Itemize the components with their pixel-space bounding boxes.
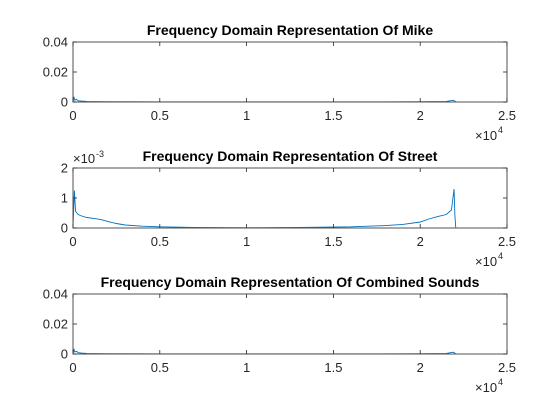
spectrum-line [73, 96, 457, 102]
x-tick-label: 0.5 [151, 234, 169, 249]
x-tick-label: 0 [69, 234, 76, 249]
x-exponent-power: 4 [498, 251, 503, 261]
y-tick-label: 0.02 [43, 65, 68, 80]
y-exponent-label: ×10 [73, 151, 95, 166]
subplot-1: Frequency Domain Representation Of Mike 0… [43, 22, 516, 143]
x-tick-label: 1.5 [324, 360, 342, 375]
spectrum-line [73, 188, 457, 228]
x-tick-label: 2.5 [498, 360, 516, 375]
subplot-2: Frequency Domain Representation Of Stree… [61, 148, 516, 269]
x-tick-label: 2.5 [498, 108, 516, 123]
axes-box [72, 293, 508, 355]
x-tick-label: 1 [243, 234, 250, 249]
x-tick-label: 2 [417, 360, 424, 375]
x-tick-label: 1.5 [324, 108, 342, 123]
x-tick-label: 1 [243, 108, 250, 123]
x-exponent-label: ×10 [475, 128, 497, 143]
y-tick-label: 0.02 [43, 317, 68, 332]
y-tick-label: 1 [61, 191, 68, 206]
x-exponent-power: 4 [498, 377, 503, 387]
y-tick-label: 0.04 [43, 35, 68, 50]
axes-box [72, 167, 508, 229]
y-tick-label: 2 [61, 161, 68, 176]
y-tick-label: 0 [61, 347, 68, 362]
y-tick-label: 0 [61, 95, 68, 110]
x-tick-label: 0 [69, 108, 76, 123]
x-tick-label: 1.5 [324, 234, 342, 249]
x-tick-label: 2 [417, 108, 424, 123]
y-tick-label: 0.04 [43, 287, 68, 302]
x-exponent-power: 4 [498, 125, 503, 135]
x-exponent-label: ×10 [475, 254, 497, 269]
spectrum-line [73, 348, 457, 354]
chart-title: Frequency Domain Representation Of Mike [147, 22, 433, 38]
x-tick-label: 0.5 [151, 108, 169, 123]
x-exponent-label: ×10 [475, 380, 497, 395]
chart-title: Frequency Domain Representation Of Combi… [101, 274, 480, 290]
y-exponent-power: -3 [96, 149, 104, 159]
y-tick-label: 0 [61, 221, 68, 236]
x-tick-label: 1 [243, 360, 250, 375]
x-tick-label: 0 [69, 360, 76, 375]
subplot-3: Frequency Domain Representation Of Combi… [43, 274, 516, 395]
x-tick-label: 0.5 [151, 360, 169, 375]
x-tick-label: 2 [417, 234, 424, 249]
chart-title: Frequency Domain Representation Of Stree… [143, 148, 438, 164]
x-tick-label: 2.5 [498, 234, 516, 249]
axes-box [72, 41, 508, 103]
